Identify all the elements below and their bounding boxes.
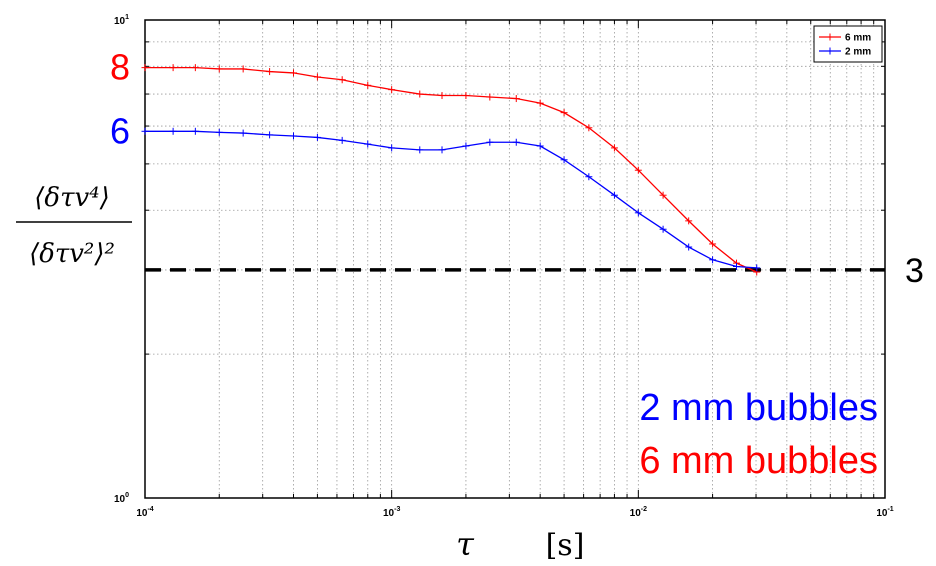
data-point [141, 127, 149, 135]
y-tick-label: 101 [114, 14, 129, 27]
x-tick-exponent: -4 [147, 506, 153, 513]
data-point [338, 136, 346, 144]
mark-8: 8 [110, 47, 130, 88]
x-tick-base: 10 [383, 508, 395, 519]
data-point [536, 142, 544, 150]
data-point [364, 81, 372, 89]
data-point [753, 264, 761, 272]
legend-label: 2 mm [845, 47, 871, 58]
data-point [239, 129, 247, 137]
data-point [338, 76, 346, 84]
data-point [732, 263, 740, 271]
data-point [685, 243, 693, 251]
x-tick-base: 10 [876, 508, 888, 519]
y-tick-exponent: 0 [125, 492, 129, 499]
data-point [191, 127, 199, 135]
data-point [388, 86, 396, 94]
data-point [215, 65, 223, 73]
data-point [709, 256, 717, 264]
legend: 6 mm 2 mm [813, 25, 883, 63]
ylabel-denominator: ⟨δτv²⟩² [29, 239, 115, 269]
data-point [585, 124, 593, 132]
data-point [659, 191, 667, 199]
data-point [169, 127, 177, 135]
x-tick-exponent: -1 [887, 506, 893, 513]
x-tick-label: 10-4 [136, 506, 153, 519]
data-series [141, 64, 761, 276]
data-point [438, 146, 446, 154]
data-point [416, 90, 424, 98]
data-point [169, 64, 177, 72]
reference-line-label: 3 [905, 252, 924, 290]
data-point [685, 217, 693, 225]
data-point [709, 240, 717, 248]
x-tick-label: 10-1 [876, 506, 893, 519]
y-tick-label: 100 [114, 492, 129, 505]
data-point [512, 138, 520, 146]
data-point [313, 73, 321, 81]
data-point [462, 142, 470, 150]
x-tick-exponent: -2 [641, 506, 647, 513]
data-point [290, 132, 298, 140]
data-point [486, 138, 494, 146]
x-tick-exponent: -3 [394, 506, 400, 513]
y-tick-exponent: 1 [125, 14, 129, 21]
data-point [364, 140, 372, 148]
data-point [141, 64, 149, 72]
y-tick-base: 10 [114, 16, 126, 27]
x-tick-base: 10 [630, 508, 642, 519]
xlabel-symbol: τ [456, 525, 475, 563]
data-point [659, 225, 667, 233]
y-tick-base: 10 [114, 494, 126, 505]
legend-label: 6 mm [845, 33, 871, 44]
x-tick-base: 10 [136, 508, 148, 519]
data-point [536, 99, 544, 107]
data-point [585, 173, 593, 181]
data-point [416, 146, 424, 154]
labels: 8 6 ⟨δτv⁴⟩ ⟨δτv²⟩² τ [s] 2 mm bubbles 6 mm bubb… [16, 47, 878, 563]
data-point [634, 209, 642, 217]
ylabel-numerator: ⟨δτv⁴⟩ [34, 183, 109, 213]
data-point [462, 92, 470, 100]
plot-frame [144, 19, 886, 499]
annotation-2mm-bubbles: 2 mm bubbles [639, 387, 878, 429]
data-point [215, 128, 223, 136]
x-tick-label: 10-2 [630, 506, 647, 519]
data-point [560, 156, 568, 164]
data-point [388, 144, 396, 152]
mark-6: 6 [110, 110, 130, 151]
data-point [610, 191, 618, 199]
series-line-2mm [145, 130, 757, 269]
xlabel-unit: [s] [546, 528, 585, 563]
data-point [191, 64, 199, 72]
data-point [610, 144, 618, 152]
data-point [266, 131, 274, 139]
data-point [438, 92, 446, 100]
data-point [634, 166, 642, 174]
reference-line-group: 3 [145, 252, 924, 290]
data-point [313, 133, 321, 141]
data-point [560, 109, 568, 117]
data-point [239, 65, 247, 73]
x-tick-label: 10-3 [383, 506, 400, 519]
data-point [290, 69, 298, 77]
series-line-6mm [145, 66, 757, 273]
data-point [266, 68, 274, 76]
legend-box [813, 25, 883, 63]
data-point [486, 93, 494, 101]
annotation-6mm-bubbles: 6 mm bubbles [639, 440, 878, 482]
grid-lines [145, 20, 885, 498]
data-point [512, 95, 520, 103]
